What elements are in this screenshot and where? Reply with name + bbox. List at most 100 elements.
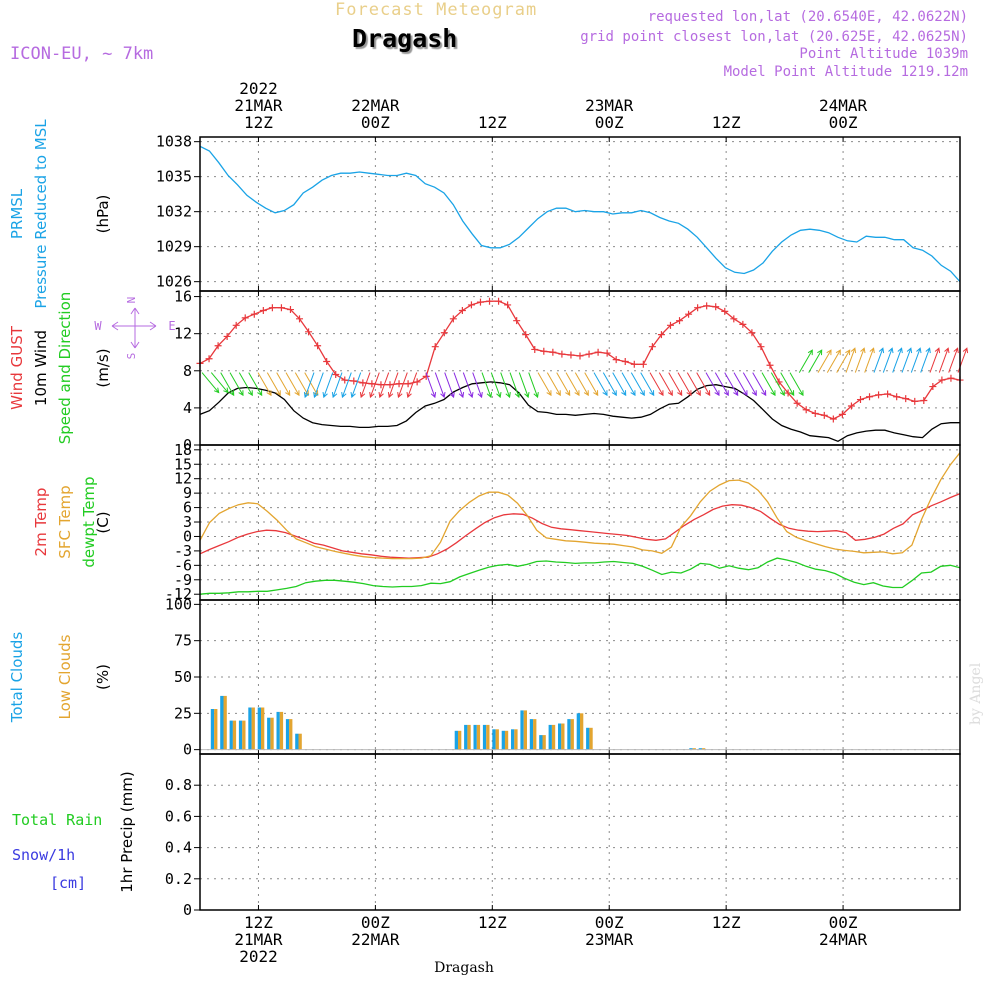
gust-marker	[929, 383, 937, 391]
wind-direction-arrow	[920, 347, 931, 373]
gust-marker	[829, 415, 837, 423]
pressure-label-short: PRMSL	[8, 188, 26, 239]
wind-direction-arrow	[425, 372, 437, 399]
gust-marker	[223, 332, 231, 340]
wind-direction-arrow	[584, 372, 599, 397]
wind-direction-arrow	[817, 349, 832, 373]
low-clouds-label: Low Clouds	[56, 634, 74, 719]
gust-marker	[558, 350, 566, 358]
y-tick-label: 4	[183, 399, 192, 417]
snow-unit-label: [cm]	[50, 874, 86, 892]
cloud-bar	[539, 735, 543, 750]
wind-direction-arrow	[453, 372, 465, 399]
gust-marker	[404, 380, 412, 388]
cloud-bar	[482, 724, 487, 750]
cloud-bar	[285, 719, 290, 750]
cloud-bar	[279, 711, 284, 750]
point-altitude: Point Altitude 1039m	[799, 46, 968, 62]
wind-direction-arrow	[248, 372, 263, 397]
cloud-bar	[523, 710, 527, 750]
wind-direction-arrow	[556, 372, 571, 397]
top-time-label: 00Z	[595, 113, 624, 132]
wind-direction-arrow	[201, 372, 220, 394]
gust-marker	[666, 321, 674, 329]
top-time-label: 21MAR	[234, 96, 283, 115]
y-tick-label: 12	[174, 470, 192, 488]
gust-marker	[875, 391, 883, 399]
y-tick-label: 0	[183, 741, 192, 759]
series-line	[199, 452, 961, 560]
wind-direction-arrow	[313, 372, 324, 399]
wind-direction-arrow	[304, 372, 319, 397]
sfc-temp-label: SFC Temp	[56, 485, 74, 558]
compass-south: S	[125, 353, 138, 360]
top-time-label: 00Z	[829, 113, 858, 132]
wind-direction-arrow	[892, 347, 903, 373]
wind-direction-arrow	[490, 372, 502, 399]
wind-direction-arrow	[938, 347, 950, 373]
wind-direction-arrow	[854, 347, 866, 373]
bottom-time-label: 24MAR	[819, 930, 868, 949]
gust-marker	[703, 302, 711, 310]
gust-marker	[540, 347, 548, 355]
gust-marker	[838, 410, 846, 418]
wind-direction-arrow	[359, 372, 371, 399]
wind-direction-arrow	[406, 372, 418, 399]
y-tick-label: 0	[183, 527, 192, 545]
temp2m-label: 2m Temp	[32, 488, 50, 557]
wind-direction-arrow	[565, 372, 580, 397]
wind-direction-arrow	[864, 347, 875, 373]
y-axis-label: 1hr Precip (mm)	[118, 771, 136, 892]
wind-direction-arrow	[238, 372, 253, 397]
compass-horizontal-arrow	[111, 321, 157, 331]
gust-marker	[866, 393, 874, 401]
gust-marker	[504, 301, 512, 309]
cloud-bar	[511, 729, 515, 750]
gust-marker	[685, 310, 693, 318]
y-tick-label: 1026	[156, 273, 192, 291]
cloud-bar	[229, 720, 233, 750]
gust-marker	[621, 358, 629, 366]
y-tick-label: 50	[174, 668, 192, 686]
bottom-time-label: 2022	[239, 947, 278, 966]
y-tick-label: 1029	[156, 238, 192, 256]
gust-marker	[286, 306, 294, 314]
wind-direction-arrow	[780, 372, 795, 397]
wind-direction-arrow	[929, 347, 941, 373]
gust-marker	[323, 358, 331, 366]
y-tick-label: -6	[174, 556, 192, 574]
bottom-time-label: 00Z	[595, 913, 624, 932]
gust-marker	[639, 360, 647, 368]
gust-marker	[847, 402, 855, 410]
wind-direction-arrow	[294, 372, 309, 397]
wind-direction-arrow	[500, 372, 511, 399]
wind-direction-arrow	[714, 372, 729, 397]
y-axis-label: (C)	[94, 511, 112, 533]
wind-direction-arrow	[621, 372, 636, 397]
gust-marker	[467, 301, 475, 309]
gust-marker	[341, 376, 349, 384]
cloud-bar	[558, 723, 562, 750]
cloud-bar	[289, 719, 293, 750]
cloud-bar	[589, 727, 593, 750]
cloud-bar	[295, 733, 299, 750]
gust-marker	[739, 320, 747, 328]
gust-marker	[811, 409, 819, 417]
cloud-bar	[495, 729, 499, 750]
wind-direction-arrow	[397, 372, 408, 399]
cloud-bar	[586, 727, 590, 750]
cloud-bar	[698, 748, 702, 750]
wind-direction-arrow	[696, 372, 711, 397]
model-point-altitude: Model Point Altitude 1219.12m	[723, 64, 968, 80]
snow-label: Snow/1h	[12, 846, 75, 864]
gust-marker	[902, 395, 910, 403]
gust-marker	[449, 315, 457, 323]
bottom-time-label: 00Z	[361, 913, 390, 932]
compass-west: W	[94, 319, 102, 333]
y-tick-label: 0	[183, 901, 192, 919]
cloud-bar	[257, 707, 261, 750]
wind-direction-arrow	[742, 372, 757, 397]
y-tick-label: 18	[174, 441, 192, 459]
cloud-bar	[467, 724, 471, 750]
